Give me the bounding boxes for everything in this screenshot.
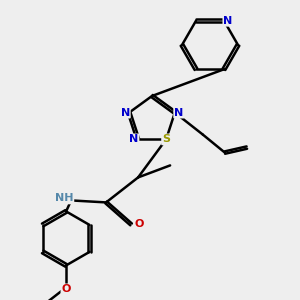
Text: NH: NH	[55, 194, 74, 203]
Text: N: N	[174, 108, 184, 118]
Text: O: O	[134, 219, 144, 230]
Text: O: O	[61, 284, 71, 294]
Text: N: N	[121, 108, 130, 118]
Text: N: N	[129, 134, 139, 144]
Text: N: N	[224, 16, 232, 26]
Text: S: S	[162, 134, 170, 144]
